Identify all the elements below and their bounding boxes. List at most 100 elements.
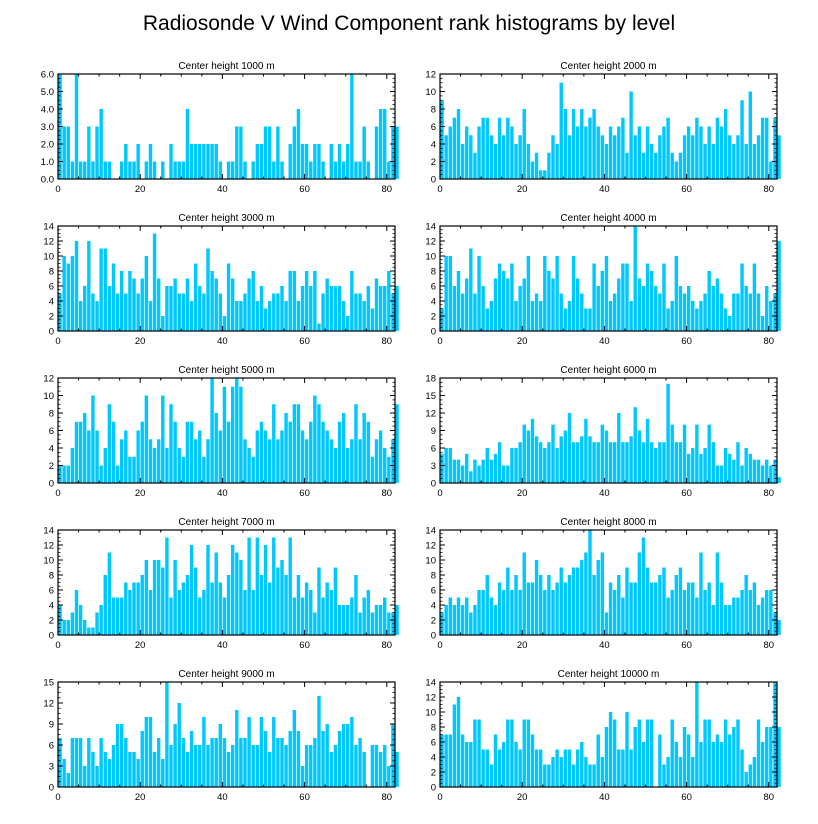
bar (567, 575, 572, 635)
bar (518, 442, 522, 483)
y-tick-label: 0.0 (41, 174, 54, 185)
bar (259, 575, 264, 635)
panel-title: Center height 9000 m (178, 669, 274, 680)
bar (350, 74, 354, 179)
bar (469, 742, 473, 787)
bar (378, 109, 383, 179)
bar (452, 117, 457, 179)
bar (333, 745, 338, 787)
bar (91, 395, 95, 483)
x-tick-label: 80 (763, 336, 774, 347)
bar (600, 552, 605, 635)
bar (210, 582, 214, 635)
y-tick-label: 6 (431, 281, 436, 292)
bar (580, 109, 584, 179)
bar (559, 82, 563, 179)
bar (510, 448, 514, 483)
bar (111, 745, 116, 787)
bar (202, 293, 206, 331)
bar (658, 135, 662, 179)
bar (748, 764, 752, 787)
bar (629, 301, 633, 331)
y-tick-label: 0 (49, 782, 54, 793)
bar (477, 719, 481, 787)
bar (128, 456, 132, 483)
bar (111, 263, 116, 331)
bar (226, 421, 231, 483)
bar (300, 766, 305, 787)
bar (608, 126, 613, 179)
bar (686, 126, 691, 179)
bar (707, 582, 711, 635)
bar (769, 301, 773, 331)
panel-title: Center height 10000 m (558, 669, 660, 680)
histogram-panel-3: Center height 3000 m 0 20 40 60 80 0 2 4 6 8 10 12 14 (43, 213, 399, 347)
y-tick-label: 3 (431, 461, 436, 472)
bar (288, 537, 292, 635)
bar (341, 724, 346, 787)
bar (358, 161, 362, 179)
bar (255, 537, 260, 635)
bar (744, 286, 748, 331)
bar (276, 439, 280, 483)
bar (346, 724, 350, 787)
bar (383, 448, 387, 483)
bar (736, 442, 740, 483)
bar (604, 612, 609, 635)
bar (235, 378, 239, 483)
bar (185, 575, 190, 635)
bar (728, 135, 732, 179)
bar (695, 682, 699, 787)
y-tick-label: 0 (431, 174, 436, 185)
bar (300, 286, 305, 331)
y-tick-label: 4 (431, 296, 436, 307)
bar (748, 91, 752, 179)
bar (760, 117, 765, 179)
bar (534, 749, 539, 787)
bar (177, 590, 181, 635)
bar (670, 152, 674, 179)
bar (485, 308, 489, 331)
bar (87, 241, 91, 331)
bar (259, 717, 264, 787)
bar (489, 135, 494, 179)
bar (337, 286, 342, 331)
bar (206, 545, 210, 635)
bar (571, 109, 576, 179)
x-tick-label: 80 (763, 184, 774, 195)
bar (329, 439, 333, 483)
bar (267, 752, 272, 787)
x-tick-label: 40 (217, 640, 228, 651)
bar (226, 263, 231, 331)
bar (637, 126, 642, 179)
bar (773, 459, 777, 483)
bar (341, 161, 346, 179)
y-tick-label: 4.0 (41, 104, 54, 115)
bar (596, 734, 600, 787)
bar (152, 161, 157, 179)
bar (374, 745, 379, 787)
bar (165, 448, 169, 483)
bar (769, 727, 773, 787)
bar (152, 752, 157, 787)
bar (243, 738, 247, 787)
bar (493, 278, 498, 331)
bar (128, 752, 132, 787)
bar (132, 161, 136, 179)
bar (575, 567, 580, 635)
bar (156, 560, 161, 635)
bar (625, 442, 629, 483)
bar (769, 161, 773, 179)
bar (185, 278, 190, 331)
bar (641, 742, 646, 787)
bar (612, 442, 617, 483)
bar (214, 278, 218, 331)
bar (563, 109, 568, 179)
x-tick-label: 80 (381, 792, 392, 803)
bar (571, 256, 576, 331)
panel-title: Center height 4000 m (560, 213, 656, 224)
bar (189, 731, 194, 787)
bar (641, 537, 646, 635)
bar (230, 545, 235, 635)
bar (115, 597, 120, 635)
